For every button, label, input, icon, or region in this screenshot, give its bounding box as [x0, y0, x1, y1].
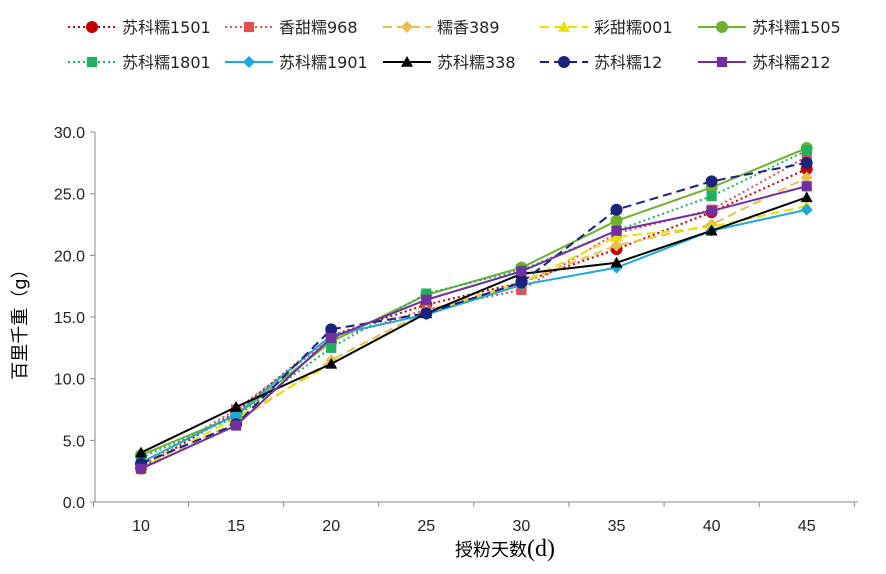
legend-label: 苏科糯12 — [594, 53, 662, 72]
legend-label: 糯香389 — [437, 18, 500, 37]
x-tick-label: 10 — [132, 518, 150, 535]
series-line — [140, 149, 808, 459]
legend-marker — [401, 56, 413, 67]
legend-label: 苏科糯1501 — [122, 18, 211, 37]
legend-label: 彩甜糯001 — [594, 18, 673, 37]
x-tick-label: 15 — [227, 518, 245, 535]
x-tick-label: 25 — [417, 518, 435, 535]
data-point — [611, 225, 622, 236]
data-point — [610, 203, 623, 216]
legend-marker — [243, 56, 255, 68]
x-axis-title-text: 授粉天数 — [455, 540, 527, 561]
data-point — [610, 256, 623, 268]
legend-item: 苏科糯212 — [698, 53, 831, 72]
data-point — [610, 214, 623, 227]
y-tick-label: 0.0 — [63, 495, 85, 512]
data-point — [516, 266, 527, 277]
legend-item: 香甜糯968 — [225, 18, 358, 37]
data-point — [801, 145, 812, 156]
y-tick-label: 20.0 — [54, 248, 85, 265]
x-tick-label: 35 — [608, 518, 626, 535]
legend-marker — [243, 21, 255, 33]
data-point — [326, 332, 337, 344]
legend-item: 彩甜糯001 — [540, 18, 673, 37]
axes — [94, 132, 858, 503]
legend-marker — [86, 56, 98, 68]
legend-item: 苏科糯1501 — [68, 18, 211, 37]
data-point — [135, 446, 147, 458]
series-line — [140, 205, 807, 469]
x-ticks: 10 15 20 25 30 35 40 45 — [92, 502, 855, 535]
y-axis-title: 百里千重（g） — [10, 260, 31, 379]
y-tick-label: 5.0 — [63, 433, 85, 450]
data-point — [800, 203, 813, 216]
series-10 — [135, 181, 812, 474]
legend-marker — [716, 21, 728, 33]
legend-label: 苏科糯1801 — [122, 53, 211, 72]
data-point — [325, 357, 338, 369]
data-point — [706, 205, 717, 217]
data-point — [705, 224, 718, 236]
legend-label: 苏科糯1505 — [752, 18, 841, 37]
legend: 苏科糯1501 香甜糯968 糯香389 彩甜糯001 苏科糯1505 苏科糯1801 苏科… — [68, 18, 841, 72]
legend-item: 糯香389 — [383, 18, 500, 37]
x-tick-label: 30 — [513, 518, 531, 535]
data-point — [231, 420, 242, 431]
data-point — [610, 239, 623, 252]
legend-marker — [558, 21, 570, 32]
data-point — [801, 181, 812, 192]
legend-label: 苏科糯1901 — [279, 53, 368, 72]
data-point — [421, 294, 432, 305]
y-tick-label: 25.0 — [54, 187, 85, 204]
x-tick-label: 45 — [798, 518, 816, 535]
x-tick-label: 20 — [322, 518, 340, 535]
legend-item: 苏科糯338 — [383, 53, 516, 72]
legend-marker — [401, 21, 413, 33]
legend-item: 苏科糯1801 — [68, 53, 211, 72]
data-point — [230, 401, 243, 412]
y-ticks: 0.0 5.0 10.0 15.0 20.0 25.0 30.0 — [54, 125, 95, 512]
data-point — [610, 230, 623, 242]
series-line — [140, 147, 808, 457]
series-line — [140, 161, 807, 465]
data-point — [515, 276, 528, 289]
data-point — [326, 342, 337, 353]
data-point — [420, 307, 433, 320]
legend-item: 苏科糯1901 — [225, 53, 368, 72]
x-axis-title-unit: (d) — [527, 536, 555, 562]
legend-label: 苏科糯212 — [752, 53, 831, 72]
data-point — [706, 191, 717, 202]
data-point — [705, 175, 718, 188]
y-tick-label: 15.0 — [54, 310, 85, 327]
data-point — [801, 151, 812, 162]
legend-label: 香甜糯968 — [279, 18, 358, 37]
legend-marker — [86, 21, 98, 33]
legend-marker — [558, 56, 570, 68]
data-point — [800, 156, 813, 169]
legend-item: 苏科糯12 — [540, 53, 662, 72]
y-tick-label: 30.0 — [54, 125, 85, 142]
y-tick-label: 10.0 — [54, 372, 85, 389]
data-point — [325, 323, 338, 336]
data-point — [800, 191, 813, 203]
data-point — [800, 171, 813, 184]
legend-marker — [716, 56, 728, 68]
legend-label: 苏科糯338 — [437, 53, 516, 72]
series-4 — [135, 200, 813, 473]
x-axis-title: 授粉天数(d) — [455, 536, 555, 562]
legend-item: 苏科糯1505 — [698, 18, 841, 37]
series-line — [140, 196, 808, 454]
series-group — [135, 142, 813, 476]
x-tick-label: 40 — [703, 518, 721, 535]
data-point — [421, 288, 432, 299]
series-line — [140, 185, 807, 470]
series-line — [140, 155, 808, 468]
data-point — [135, 463, 147, 474]
